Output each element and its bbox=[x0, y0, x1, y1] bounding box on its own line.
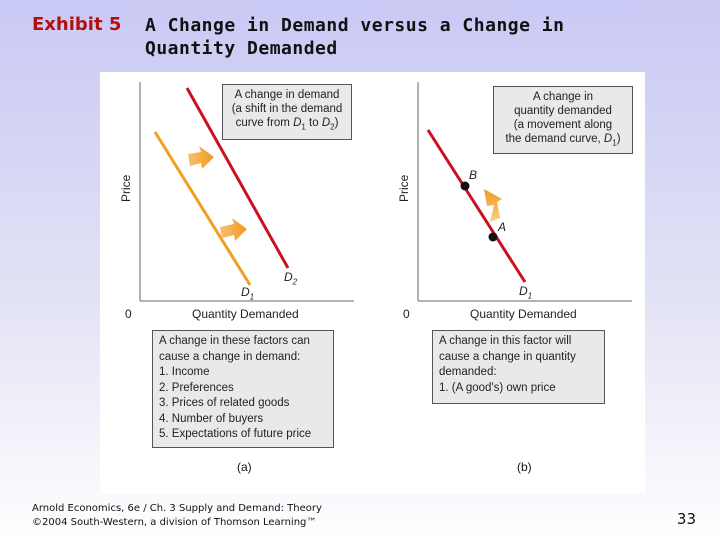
panel-b-top-box: A change in quantity demanded (a movemen… bbox=[493, 86, 633, 154]
panel-b-origin: 0 bbox=[403, 307, 410, 321]
shift-arrow-upper bbox=[188, 146, 214, 169]
footer: Arnold Economics, 6e / Ch. 3 Supply and … bbox=[32, 502, 322, 530]
panel-a-top-box: A change in demand (a shift in the deman… bbox=[222, 84, 352, 140]
panel-a-origin: 0 bbox=[125, 307, 132, 321]
panel-b-y-label: Price bbox=[397, 174, 411, 202]
panel-b-d1-label: D1 bbox=[519, 284, 533, 301]
point-a-label: A bbox=[498, 220, 507, 234]
panel-a-d1-label: D1 bbox=[241, 285, 255, 302]
panel-a-x-label: Quantity Demanded bbox=[192, 307, 299, 321]
exhibit-label: Exhibit 5 bbox=[32, 14, 122, 35]
footer-line-1: Arnold Economics, 6e / Ch. 3 Supply and … bbox=[32, 503, 322, 514]
exhibit-title: A Change in Demand versus a Change in Qu… bbox=[145, 15, 565, 59]
panel-a-y-label: Price bbox=[119, 174, 133, 202]
panel-a-caption: (a) bbox=[237, 460, 252, 474]
panel-a-d2-label: D2 bbox=[284, 270, 298, 287]
shift-arrow-lower bbox=[220, 218, 247, 241]
demand-curve-d2 bbox=[185, 87, 290, 269]
figure-panel: Price Quantity Demanded 0 D1 D2 A change… bbox=[100, 72, 645, 494]
demand-curve-d1-b bbox=[426, 129, 527, 283]
demand-diagram bbox=[139, 82, 632, 302]
point-b-label: B bbox=[469, 168, 478, 182]
point-b bbox=[460, 181, 470, 191]
page-number: 33 bbox=[676, 510, 696, 528]
point-a bbox=[488, 232, 498, 242]
panel-a-factors-box: A change in these factors can cause a ch… bbox=[152, 330, 334, 448]
panel-b-caption: (b) bbox=[517, 460, 532, 474]
panel-b-x-label: Quantity Demanded bbox=[470, 307, 577, 321]
movement-arrow bbox=[484, 189, 502, 222]
footer-line-2: ©2004 South-Western, a division of Thoms… bbox=[32, 517, 317, 528]
demand-curve-d1 bbox=[153, 131, 252, 286]
panel-b-factor-box: A change in this factor will cause a cha… bbox=[432, 330, 605, 404]
